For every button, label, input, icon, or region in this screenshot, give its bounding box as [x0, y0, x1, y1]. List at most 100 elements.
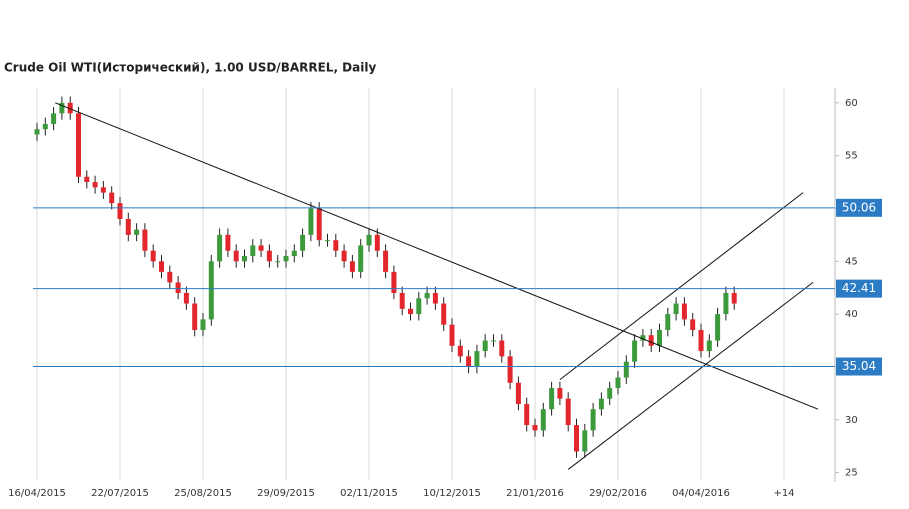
candle-body	[159, 261, 164, 272]
candle-body	[374, 234, 380, 251]
candle-body	[657, 329, 662, 346]
candle-body	[565, 398, 571, 426]
candle-body	[266, 250, 272, 262]
candle-body	[200, 319, 206, 330]
candle-body	[358, 245, 364, 272]
candle-body	[432, 292, 438, 304]
candle-body	[67, 102, 73, 114]
trend-line	[559, 192, 804, 381]
candle-body	[349, 261, 355, 272]
candle-body	[515, 382, 521, 404]
candle-body	[366, 234, 372, 246]
candle-body	[100, 187, 106, 193]
candle-body	[150, 250, 156, 262]
y-tick-label: 45	[845, 256, 858, 267]
candle-body	[300, 234, 306, 251]
candle-body	[142, 229, 148, 251]
candle-body	[291, 250, 297, 256]
candle-body	[632, 340, 638, 362]
candle-body	[242, 256, 247, 262]
candle-body	[640, 335, 646, 341]
candle-body	[648, 335, 654, 346]
candle-body	[275, 261, 281, 263]
candle-body	[183, 292, 189, 304]
candle-body	[92, 182, 98, 188]
candle-body	[474, 351, 480, 367]
candle-body	[192, 303, 198, 330]
x-tick-label: 29/02/2016	[589, 488, 647, 499]
candle-body	[532, 425, 538, 431]
candle-body	[499, 340, 505, 357]
candle-body	[557, 388, 563, 399]
chart-title: Crude Oil WTI(Исторический), 1.00 USD/BA…	[4, 61, 376, 75]
candle-body	[167, 271, 173, 283]
candle-body	[706, 340, 712, 352]
x-tick-label: 16/04/2015	[8, 488, 66, 499]
candle-body	[34, 129, 40, 135]
candle-body	[391, 271, 397, 293]
candle-body	[333, 240, 339, 251]
candle-body	[457, 345, 463, 357]
candle-body	[308, 208, 314, 235]
candle-body	[540, 409, 546, 431]
candle-body	[325, 240, 330, 242]
candle-body	[316, 208, 322, 241]
candle-body	[665, 314, 671, 330]
candle-body	[51, 113, 57, 124]
x-tick-label: 22/07/2015	[91, 488, 149, 499]
y-tick-label: 25	[845, 468, 858, 479]
candle-body	[408, 308, 413, 315]
candle-body	[250, 245, 256, 256]
candle-body	[76, 113, 81, 177]
candle-body	[217, 234, 223, 262]
candle-body	[416, 298, 422, 315]
candle-body	[399, 292, 405, 309]
x-tick-label: +14	[773, 488, 794, 499]
candle-body	[690, 319, 696, 330]
candle-body	[225, 234, 231, 251]
candle-body	[623, 361, 629, 378]
y-tick-label: 55	[845, 151, 858, 162]
candle-body	[491, 340, 496, 342]
candle-body	[723, 292, 729, 315]
candle-body	[341, 250, 347, 262]
candle-body	[117, 203, 123, 220]
trend-line	[55, 102, 819, 410]
candle-body	[283, 256, 289, 262]
candle-body	[607, 388, 613, 399]
trend-line	[567, 282, 814, 470]
candle-body	[134, 229, 140, 235]
candle-body	[524, 403, 530, 426]
candle-body	[449, 324, 455, 346]
candle-body	[507, 356, 513, 383]
candle-body	[582, 430, 588, 452]
x-tick-label: 02/11/2015	[340, 488, 398, 499]
x-tick-label: 25/08/2015	[174, 488, 232, 499]
candle-body	[482, 340, 488, 352]
x-tick-label: 21/01/2016	[506, 488, 564, 499]
candle-body	[125, 219, 131, 235]
x-tick-label: 04/04/2016	[672, 488, 730, 499]
candle-body	[383, 250, 389, 272]
level-label: 50.06	[842, 200, 876, 214]
candle-body	[208, 261, 214, 320]
candle-body	[681, 303, 687, 320]
y-tick-label: 40	[845, 309, 858, 320]
candle-body	[233, 250, 239, 262]
candle-body	[258, 245, 264, 251]
y-tick-label: 60	[845, 98, 858, 109]
level-label: 35.04	[842, 359, 876, 373]
level-label-box	[836, 198, 882, 217]
candle-body	[615, 377, 621, 389]
x-tick-label: 10/12/2015	[423, 488, 481, 499]
candle-body	[574, 425, 579, 452]
candle-body	[84, 176, 90, 183]
x-tick-label: 29/09/2015	[257, 488, 315, 499]
candle-body	[673, 303, 679, 315]
candle-body	[59, 102, 65, 114]
candle-body	[598, 398, 604, 410]
candle-body	[590, 409, 596, 431]
candle-body	[175, 282, 181, 293]
candle-body	[42, 123, 48, 130]
